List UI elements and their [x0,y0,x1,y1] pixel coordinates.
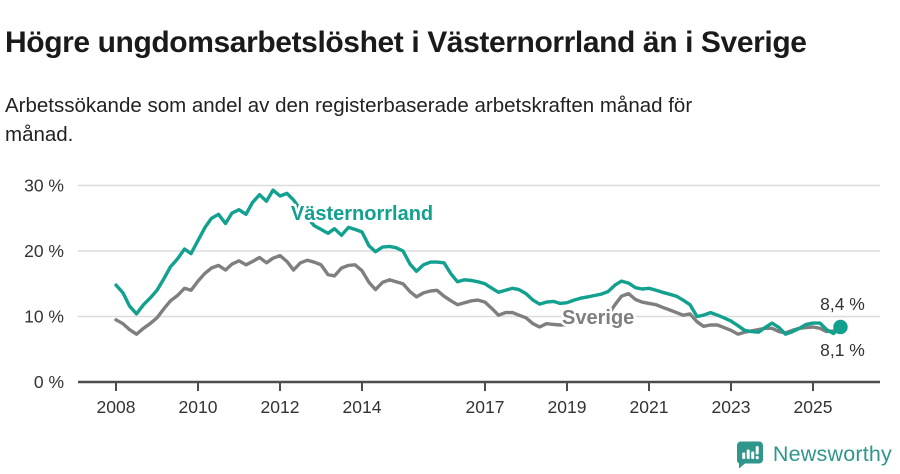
series-line-sverige [114,253,843,336]
chart-title: Högre ungdomsarbetslöshet i Västernorrla… [5,26,807,60]
end-value-label-sverige: 8,1 % [820,340,865,360]
series-end-dot-västernorrland [833,319,848,335]
x-tick-label: 2019 [548,397,587,417]
x-tick-label: 2008 [97,397,136,417]
series-label-sverige: Sverige [562,307,634,329]
y-tick-label: 10 % [24,307,64,327]
y-tick-label: 20 % [24,241,64,261]
newsworthy-wordmark: Newsworthy [772,442,892,466]
newsworthy-bar-chart-speech-bubble-icon [736,440,764,469]
x-tick-label: 2010 [179,397,218,417]
series-line-västernorrland [114,188,843,336]
x-tick-label: 2012 [261,397,300,417]
y-tick-label: 30 % [24,176,64,196]
newsworthy-logo[interactable]: Newsworthy [736,440,892,469]
unemployment-line-chart: 0 % 10 % 20 % 30 % 2008 2010 2012 2014 2017 2019 2… [24,176,880,417]
series-label-västernorrland: Västernorrland [291,203,433,225]
end-value-label-västernorrland: 8,4 % [820,294,865,314]
x-tick-label: 2017 [466,397,505,417]
x-tick-label: 2023 [712,397,751,417]
x-tick-label: 2021 [630,397,669,417]
x-tick-label: 2014 [343,397,382,417]
x-tick-label: 2025 [794,397,833,417]
y-tick-label: 0 % [34,372,64,392]
chart-area: 0 % 10 % 20 % 30 % 2008 2010 2012 2014 2017 2019 2… [0,158,900,420]
chart-subtitle: Arbetssökande som andel av den registerb… [5,93,693,146]
